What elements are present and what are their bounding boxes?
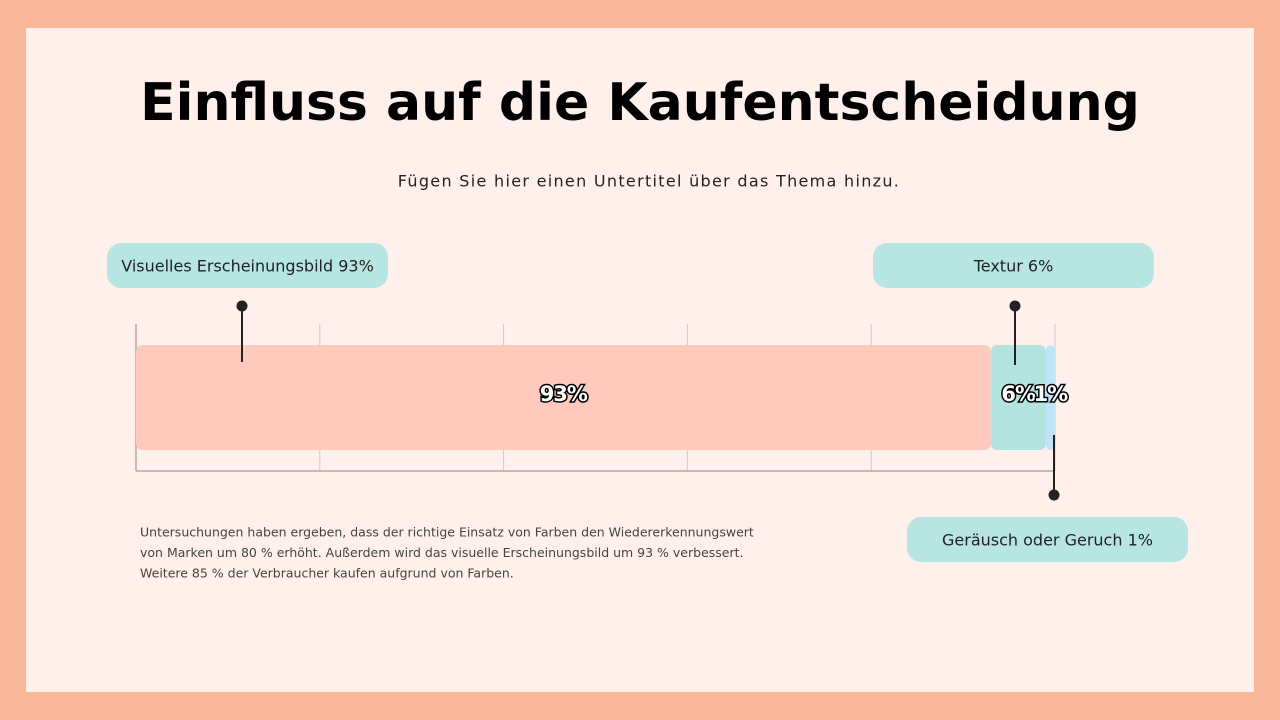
bar-segment <box>1045 345 1055 450</box>
callout-dot <box>236 300 248 312</box>
footnote-line: Untersuchungen haben ergeben, dass der r… <box>140 525 754 540</box>
callout-box <box>873 243 1154 288</box>
callout-dot <box>1048 489 1060 501</box>
bar-segment <box>990 345 1046 450</box>
bar-segment <box>136 345 991 450</box>
chart-subtitle: Fügen Sie hier einen Untertitel über das… <box>398 172 900 191</box>
callout-box <box>107 243 388 288</box>
data-label: 93% <box>540 382 588 406</box>
chart-title: Einfluss auf die Kaufentscheidung <box>140 73 1140 133</box>
data-label: 6% <box>1001 382 1036 406</box>
data-label: 1% <box>1034 382 1069 406</box>
footnote-line: Weitere 85 % der Verbraucher kaufen aufg… <box>140 566 514 581</box>
legend-label: Geräusch oder Geruch 1% <box>942 531 1153 550</box>
legend-label: Visuelles Erscheinungsbild 93% <box>121 257 374 276</box>
legend-label: Textur 6% <box>973 257 1054 276</box>
footnote-line: von Marken um 80 % erhöht. Außerdem wird… <box>140 545 744 560</box>
callout-box <box>907 517 1188 562</box>
callout-dot <box>1009 300 1021 312</box>
